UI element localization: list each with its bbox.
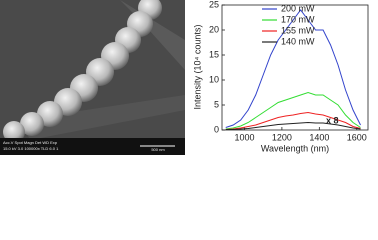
- series-line: [225, 111, 361, 130]
- x-tick-label: 1000: [234, 132, 254, 142]
- series-line: [225, 121, 361, 130]
- y-tick-label: 10: [209, 74, 219, 84]
- legend-label: 170 mW: [281, 14, 315, 24]
- spheres: [3, 0, 162, 143]
- series-line: [225, 9, 361, 128]
- series-line: [225, 91, 361, 130]
- legend-label: 200 mW: [281, 3, 315, 13]
- figure: Acc.V Spot Magn Det WD Exp 15.0 kV 3.0 1…: [0, 0, 369, 155]
- scale-bar-label: 500 nm: [151, 147, 165, 152]
- x-tick-label: 1600: [347, 132, 367, 142]
- y-tick-label: 5: [214, 99, 219, 109]
- y-tick-label: 20: [209, 24, 219, 34]
- plot-frame: [221, 4, 369, 131]
- y-tick-label: 0: [214, 124, 219, 134]
- y-axis-label: Intensity (10⁴ counts): [192, 25, 202, 110]
- x-tick-label: 1200: [272, 132, 292, 142]
- sem-info-header: Acc.V Spot Magn Det WD Exp: [3, 140, 58, 145]
- sem-info-values: 15.0 kV 3.0 100000x TLD 6.0 1: [3, 146, 59, 151]
- y-tick-label: 15: [209, 49, 219, 59]
- legend-label: 155 mW: [281, 25, 315, 35]
- y-tick-label: 25: [209, 0, 219, 9]
- annotation: x 8: [326, 115, 339, 125]
- x-axis-label: Wavelength (nm): [261, 143, 329, 153]
- x-tick-label: 1400: [309, 132, 329, 142]
- legend-label: 140 mW: [281, 36, 315, 46]
- sem-image: Acc.V Spot Magn Det WD Exp 15.0 kV 3.0 1…: [0, 0, 185, 155]
